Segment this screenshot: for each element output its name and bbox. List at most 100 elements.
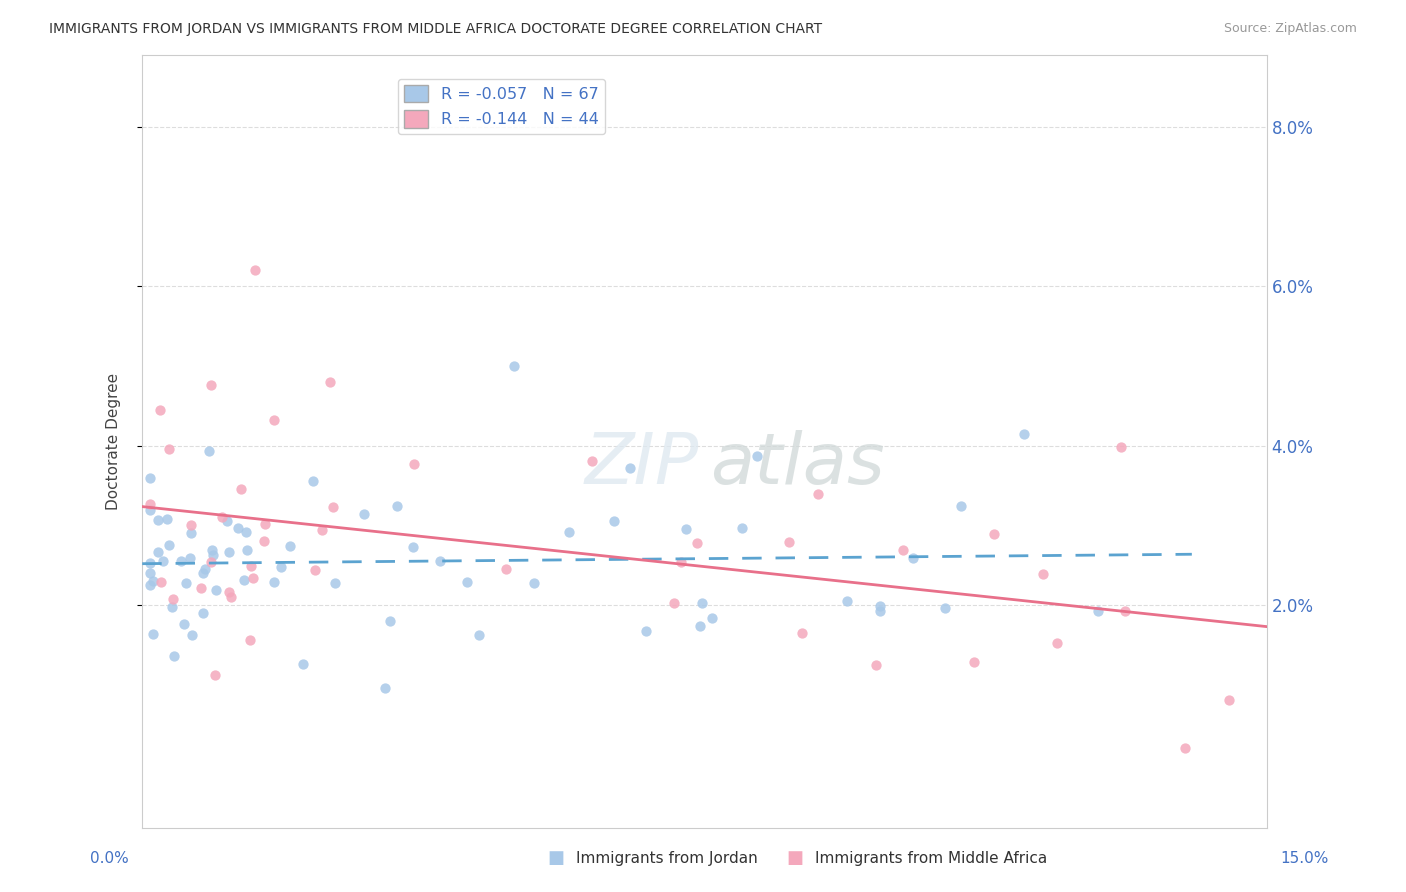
Text: IMMIGRANTS FROM JORDAN VS IMMIGRANTS FROM MIDDLE AFRICA DOCTORATE DEGREE CORRELA: IMMIGRANTS FROM JORDAN VS IMMIGRANTS FRO… [49,22,823,37]
Point [523,575,546,590]
Point [142,574,165,588]
Point [1087,604,1109,618]
Text: ■: ■ [786,849,803,867]
Point [200,377,222,392]
Point [193,606,215,620]
Point [686,535,709,549]
Point [162,592,184,607]
Point [865,657,887,672]
Point [891,543,914,558]
Point [402,540,425,554]
Point [270,560,292,574]
Point [291,657,314,671]
Point [204,668,226,682]
Point [468,627,491,641]
Point [180,628,202,642]
Text: Immigrants from Middle Africa: Immigrants from Middle Africa [815,851,1047,865]
Point [146,545,169,559]
Point [163,648,186,663]
Point [157,442,180,456]
Point [174,576,197,591]
Point [792,626,814,640]
Point [235,542,257,557]
Point [311,523,333,537]
Point [869,599,891,614]
Point [138,566,160,580]
Point [243,263,266,277]
Point [456,574,478,589]
Point [173,617,195,632]
Point [1218,693,1240,707]
Point [318,375,340,389]
Point [211,510,233,524]
Point [581,454,603,468]
Point [190,581,212,595]
Point [139,578,162,592]
Point [949,499,972,513]
Point [1046,636,1069,650]
Point [218,544,240,558]
Point [901,551,924,566]
Point [429,554,451,568]
Point [669,555,692,569]
Point [689,618,711,632]
Point [374,681,396,695]
Point [502,359,524,373]
Point [179,551,201,566]
Point [138,497,160,511]
Point [983,527,1005,541]
Point [700,611,723,625]
Point [730,520,752,534]
Point [323,575,346,590]
Point [142,627,165,641]
Point [148,513,170,527]
Text: Immigrants from Jordan: Immigrants from Jordan [576,851,758,865]
Point [228,521,250,535]
Point [664,596,686,610]
Point [191,566,214,581]
Point [402,457,425,471]
Point [170,554,193,568]
Point [278,539,301,553]
Point [218,584,240,599]
Point [263,574,285,589]
Point [778,535,800,549]
Point [149,575,172,590]
Point [180,517,202,532]
Y-axis label: Doctorate Degree: Doctorate Degree [107,373,121,510]
Point [1032,566,1054,581]
Point [242,571,264,585]
Point [152,554,174,568]
Legend: R = -0.057   N = 67, R = -0.144   N = 44: R = -0.057 N = 67, R = -0.144 N = 44 [398,78,605,134]
Point [156,512,179,526]
Point [229,483,252,497]
Text: ■: ■ [547,849,564,867]
Point [139,503,162,517]
Point [1012,427,1035,442]
Point [180,525,202,540]
Point [240,558,263,573]
Text: ZIP: ZIP [585,430,699,500]
Point [1111,440,1133,454]
Point [385,499,408,513]
Point [747,449,769,463]
Point [138,557,160,571]
Point [233,573,256,587]
Text: 15.0%: 15.0% [1281,851,1329,865]
Point [200,555,222,569]
Point [198,443,221,458]
Point [869,604,891,618]
Point [302,474,325,488]
Point [322,500,344,515]
Point [263,413,285,427]
Point [807,487,830,501]
Point [204,583,226,598]
Point [157,538,180,552]
Point [557,524,579,539]
Text: 0.0%: 0.0% [90,851,129,865]
Point [219,590,242,604]
Point [253,516,276,531]
Point [603,514,626,528]
Point [353,507,375,521]
Point [495,562,517,576]
